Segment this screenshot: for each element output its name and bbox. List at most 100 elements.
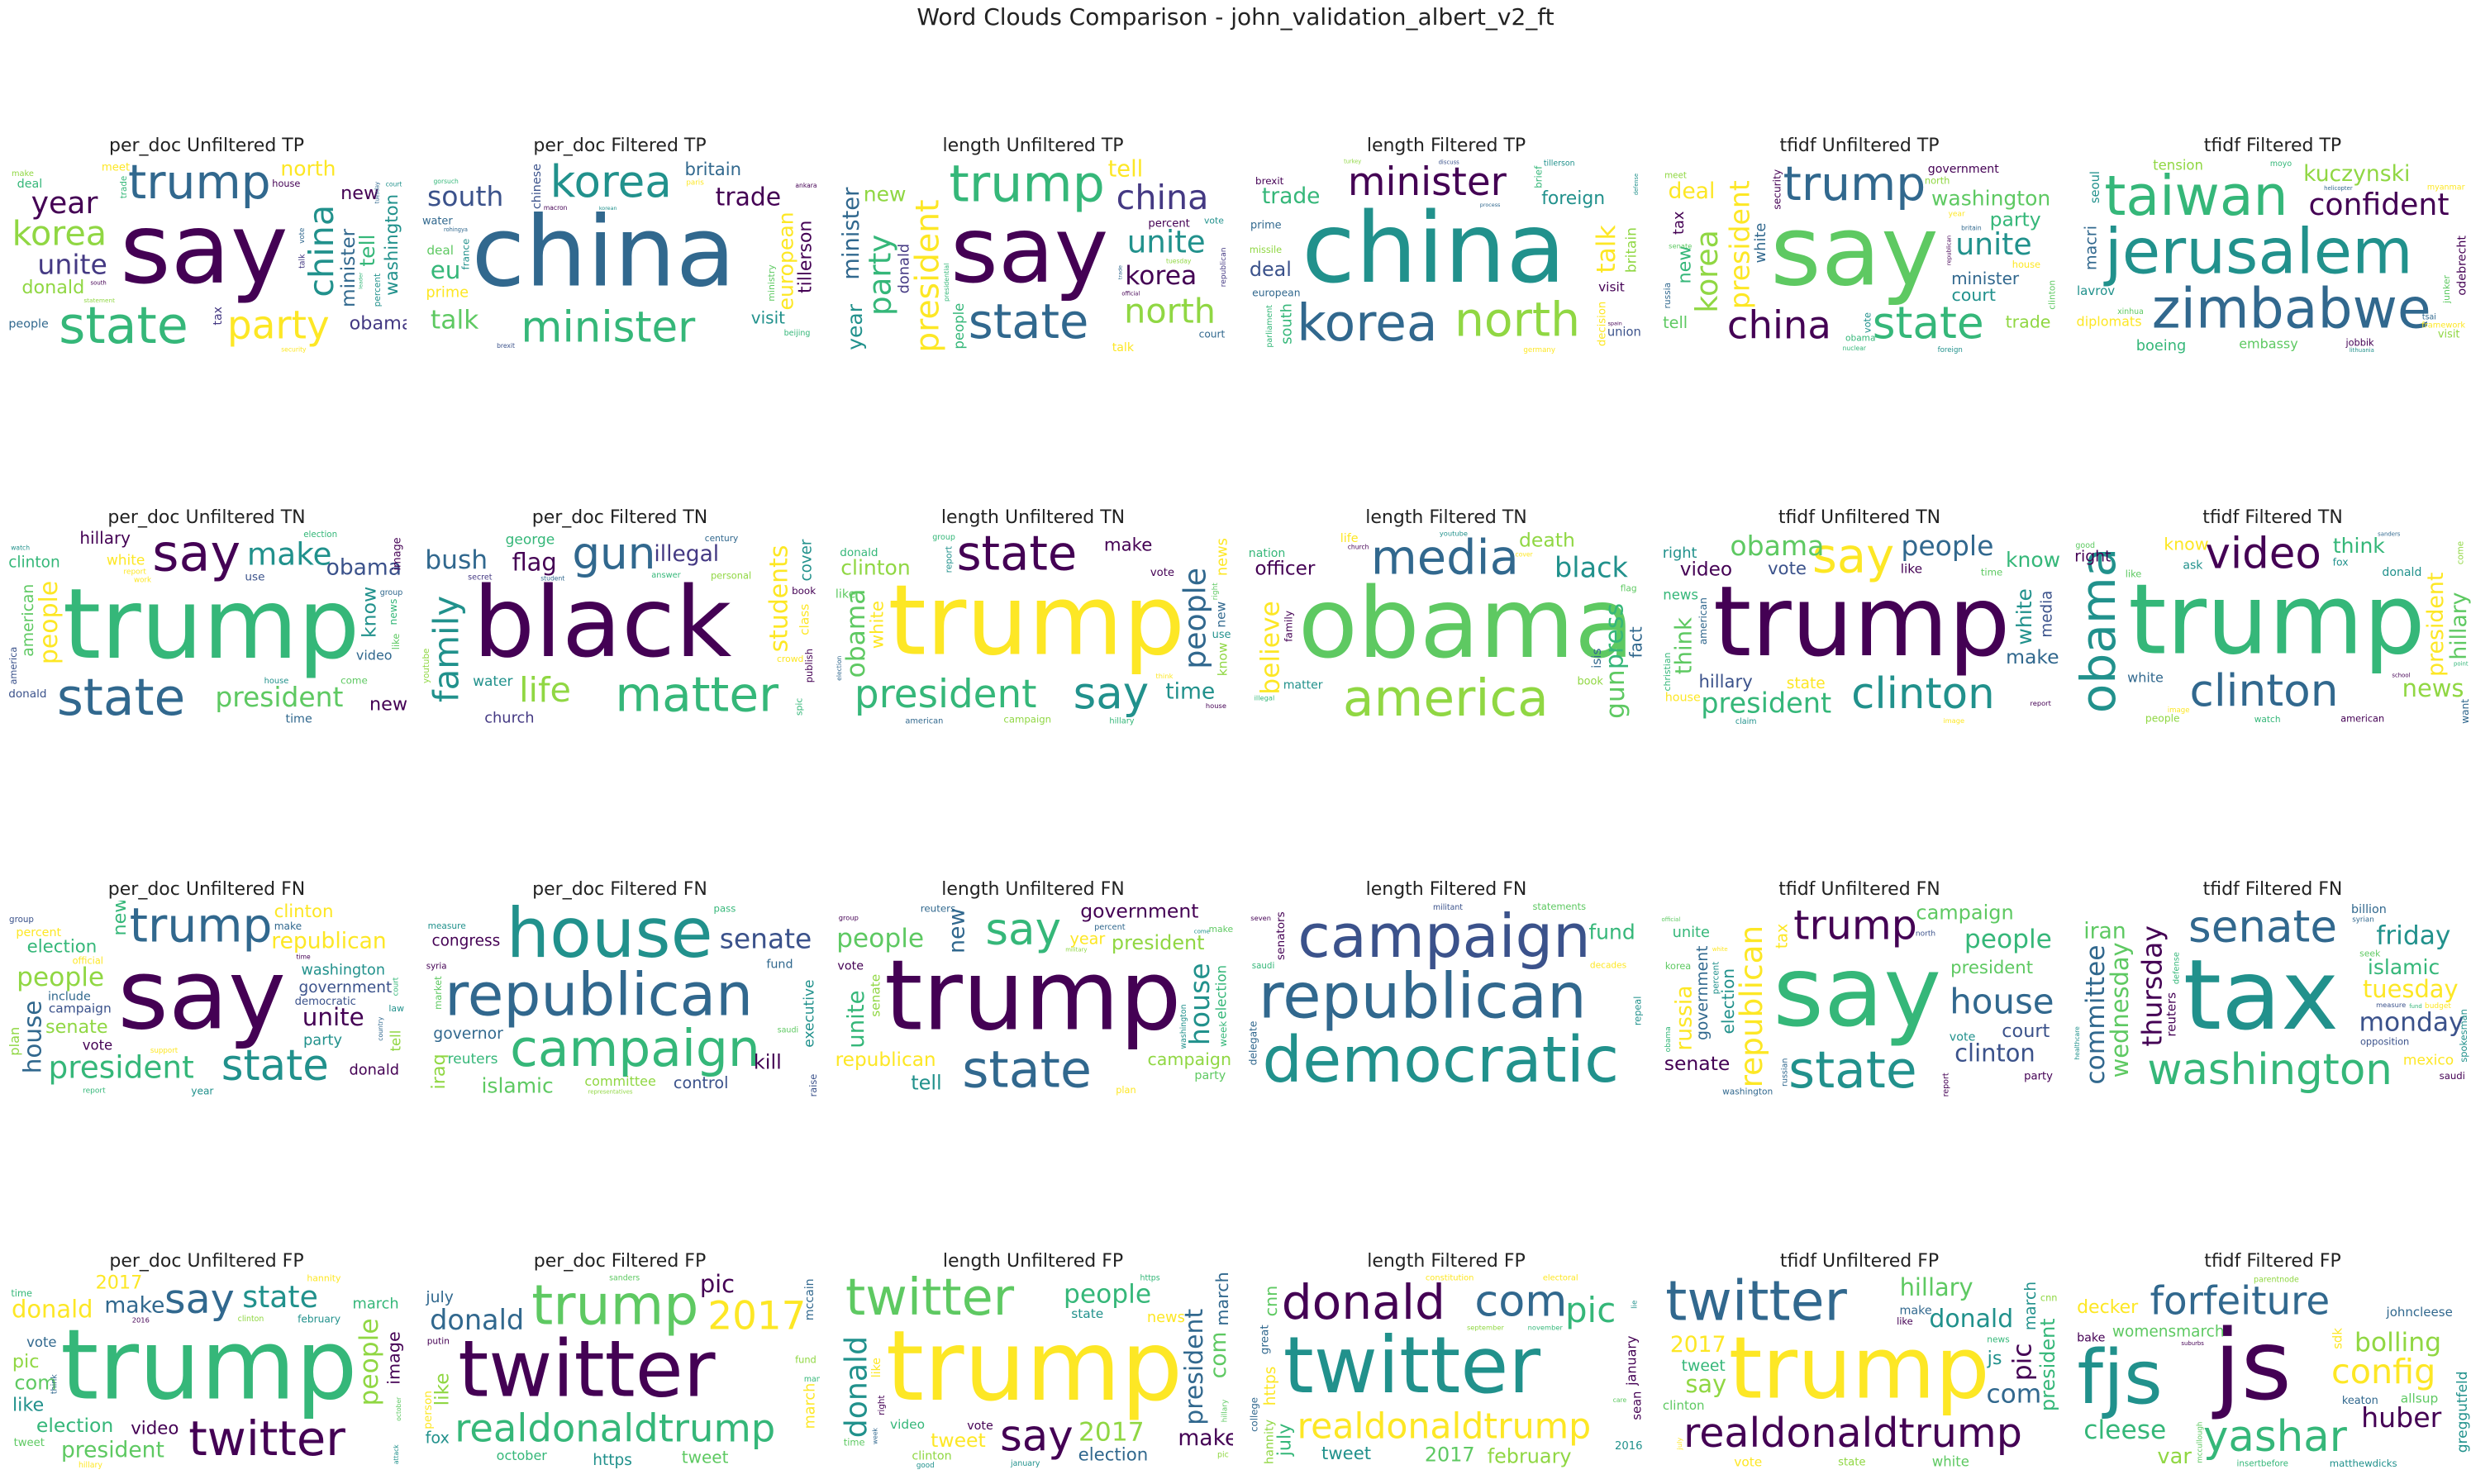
word-2016: 2016 — [1615, 1440, 1643, 1453]
word-february: february — [298, 1313, 340, 1325]
panel-title: length Filtered TN — [1365, 507, 1527, 528]
word-2017: 2017 — [1670, 1332, 1726, 1358]
word-think: think — [50, 1374, 59, 1394]
word-seven: seven — [1250, 914, 1271, 922]
word-like: like — [870, 1358, 883, 1377]
word-var: var — [2157, 1444, 2192, 1469]
word-paris: paris — [686, 179, 704, 188]
word-image: image — [2168, 706, 2190, 715]
word-president: president — [61, 1438, 164, 1463]
word-tax: tax — [1670, 212, 1688, 235]
panel-title: length Filtered FN — [1365, 879, 1527, 900]
word-gun: gun — [1601, 669, 1631, 719]
word-tell: tell — [911, 1072, 942, 1095]
word-fact: fact — [1626, 626, 1646, 658]
panel-title: tfidf Unfiltered FN — [1778, 879, 1940, 900]
wordcloud: trump say state president people clinton obama… — [833, 529, 1233, 727]
word-odebrecht: odebrecht — [2456, 235, 2469, 296]
word-come: come — [2456, 541, 2466, 564]
word-bolling: bolling — [2354, 1328, 2441, 1358]
word-water: water — [473, 673, 512, 690]
word-tsai: tsai — [2422, 312, 2436, 321]
word-vote: vote — [298, 228, 307, 244]
word-clinton: clinton — [8, 554, 60, 572]
word-sdk: sdk — [2331, 1328, 2345, 1349]
word-make: make — [274, 920, 302, 932]
word-korea: korea — [12, 213, 107, 253]
word-campaign: campaign — [49, 1001, 112, 1016]
word-visit: visit — [751, 308, 785, 328]
word-plan: plan — [7, 1027, 22, 1056]
word-hillary: hillary — [79, 1461, 102, 1470]
word-washington: washington — [2147, 1045, 2392, 1095]
word-news: news — [1213, 538, 1231, 576]
word-north: north — [1925, 175, 1950, 187]
word-know: know — [2164, 535, 2208, 554]
word-saudi: saudi — [2440, 1070, 2465, 1082]
panel-title: per_doc Unfiltered TN — [107, 507, 306, 528]
word-donald: donald — [896, 244, 913, 294]
wordcloud-panel-length-filtered-tp: length Filtered TP china north korea ministe… — [1246, 136, 1646, 355]
word-reuters: reuters — [2164, 992, 2179, 1037]
word-allsup: allsup — [2401, 1391, 2439, 1406]
word-make: make — [104, 1293, 164, 1319]
word-video: video — [131, 1419, 179, 1439]
word-answer: answer — [651, 571, 681, 580]
word-people: people — [951, 303, 967, 350]
word-make: make — [12, 169, 34, 178]
word-north: north — [1455, 293, 1580, 348]
word-cnn: cnn — [2040, 1292, 2058, 1303]
word-election: election — [27, 936, 98, 957]
word-measure: measure — [428, 921, 466, 931]
word-students: students — [764, 545, 793, 653]
word-prime: prime — [426, 283, 469, 301]
word-representatives: representatives — [588, 1088, 633, 1095]
wordcloud: say state trump house republican president cli… — [1659, 901, 2059, 1099]
word-right: right — [2074, 548, 2111, 565]
word-say: say — [1773, 935, 1941, 1049]
word-church: church — [1348, 544, 1369, 551]
word-jerusalem: jerusalem — [2103, 215, 2413, 288]
word-court: court — [1199, 329, 1226, 340]
word-insertbefore: insertbefore — [2237, 1459, 2289, 1469]
panel-title: per_doc Unfiltered FP — [109, 1251, 304, 1272]
word-thursday: thursday — [2135, 925, 2168, 1047]
wordcloud: twitter trump realdonaldtrump donald 2017 htt… — [420, 1272, 820, 1471]
word-gun: gun — [572, 529, 655, 579]
word-gorsuch: gorsuch — [433, 178, 459, 185]
word-measure: measure — [2376, 1001, 2406, 1009]
word-say: say — [1770, 194, 1939, 308]
word-minister: minister — [1951, 269, 2020, 288]
word-yashar: yashar — [2203, 1412, 2348, 1462]
word-trump: trump — [886, 1309, 1183, 1423]
word-house: house — [18, 1001, 46, 1074]
word-bush: bush — [425, 545, 488, 575]
word-use: use — [1212, 629, 1231, 641]
word-parliament: parliament — [1265, 305, 1274, 348]
word-obama: obama — [350, 312, 407, 334]
word-life: life — [519, 670, 571, 710]
word-sanders: sanders — [609, 1274, 640, 1283]
word-tweet: tweet — [931, 1429, 986, 1452]
word-state: state — [969, 294, 1089, 350]
word-kuczynski: kuczynski — [2303, 161, 2410, 187]
word-say: say — [950, 197, 1108, 304]
word-trump: trump — [130, 901, 273, 954]
word-republican: republican — [1945, 235, 1952, 265]
wordcloud: obama media america black press officer believ… — [1246, 529, 1646, 727]
word-report: report — [1942, 1073, 1951, 1096]
word-personal: personal — [711, 569, 751, 581]
word-unite: unite — [1673, 924, 1710, 941]
word-white: white — [1932, 1453, 1969, 1469]
word-deal: deal — [1250, 258, 1292, 281]
word-talk: talk — [431, 305, 479, 335]
word-group: group — [380, 588, 403, 597]
word-election: election — [303, 530, 337, 540]
word-washington: washington — [382, 194, 402, 296]
word-march: march — [802, 1383, 818, 1429]
